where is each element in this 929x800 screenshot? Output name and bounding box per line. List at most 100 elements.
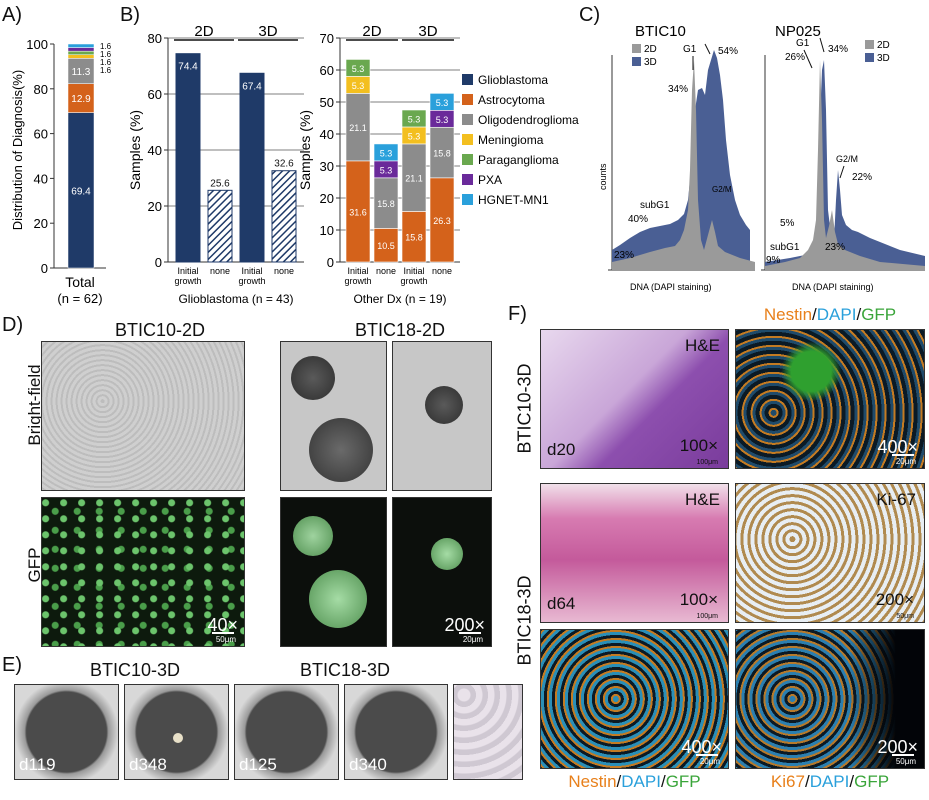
br-ylabel: Samples (%) [297,110,313,190]
c-right-legend-3d: 3D [877,53,890,64]
f-mag100-1: 100× [679,436,718,455]
bl-ytick-label: 60 [148,87,162,102]
panel-label-e: E) [2,654,22,676]
br-xtick-label: none [376,266,396,276]
br-bar-segment [345,160,371,263]
br-bar-segment [429,93,455,111]
f-mag400-1: 400× [877,437,918,457]
br-bar-label: 5.3 [352,81,365,91]
br-ytick-label: 30 [320,159,334,174]
f-mag100-2: 100× [679,590,718,609]
br-bar-label: 5.3 [408,131,421,141]
a-small-label: 1.6 [100,50,112,59]
bl-bar [271,170,297,263]
a-bar-segment [67,43,95,48]
c-left-p23: 23% [614,250,634,261]
panel-label-d: D) [2,314,24,336]
br-bar-label: 5.3 [436,98,449,108]
chart-a: 02040608010069.412.911.31.61.61.61.6Dist… [10,37,112,306]
d-title-left: BTIC10-2D [114,320,206,340]
c-left-g2m: G2/M [712,185,732,194]
d-mag-right: 200× [444,615,485,635]
br-xtick-label: none [432,266,452,276]
c-left-g1: G1 [683,44,697,55]
br-bar-segment [373,143,399,162]
br-bar-label: 15.8 [433,149,451,159]
e-dish-1: d119 [14,684,119,780]
d-mag-left: 40× [207,615,238,635]
c-right-title: NP025 [775,23,821,40]
br-ytick-label: 40 [320,127,334,142]
bl-ytick-label: 20 [148,199,162,214]
c-right-p9: 9% [766,255,781,266]
bl-group-label: 3D [258,23,277,40]
br-xtick-label: growth [344,276,371,286]
c-right-legend-3d-swatch [865,53,874,62]
br-xlabel: Other Dx (n = 19) [353,292,446,306]
f-sb20-1: 20μm [895,457,916,466]
c-left-legend-2d: 2D [644,44,657,55]
f-if-btic10: 400× 20μm [735,329,925,469]
d-btic18-brightfield-2 [392,341,492,491]
bl-ylabel: Samples (%) [127,110,143,190]
c-right-p23: 23% [825,242,845,253]
bl-xtick-label: Initial [177,266,198,276]
br-ytick-label: 50 [320,95,334,110]
f-sb50-1: 50μm [896,613,914,620]
a-category-note: (n = 62) [57,291,102,306]
legend-label: HGNET-MN1 [478,193,549,207]
a-ytick-label: 100 [26,37,48,52]
c-right-legend-2d: 2D [877,40,890,51]
a-ytick-label: 20 [34,216,48,231]
f-stain-bottom-left: Nestin/DAPI/GFP [568,772,701,791]
c-right-3d-histogram [765,60,925,270]
c-left-legend-3d: 3D [644,57,657,68]
br-bar-segment [401,143,427,212]
f-row-btic10: BTIC10-3D [514,363,535,454]
bl-bar [175,53,201,263]
br-group-label: 2D [362,23,381,40]
legend-label: PXA [478,173,502,187]
br-bar-label: 15.8 [377,199,395,209]
e-day-1: d119 [19,755,56,774]
d-btic18-gfp-1 [280,497,387,647]
a-bar-segment [67,54,95,59]
f-sb100-1: 100μm [696,459,718,466]
legend-swatch [462,114,473,125]
br-ytick-label: 20 [320,191,334,206]
br-xtick-label: Initial [347,266,368,276]
c-right-subg1: subG1 [770,242,800,253]
bl-bar [207,189,233,263]
bl-group-label: 2D [194,23,213,40]
f-mag400-2: 400× [681,737,722,757]
c-right-p34: 34% [828,44,848,55]
e-day-3: d125 [239,755,277,774]
br-group-label: 3D [418,23,437,40]
a-ytick-label: 0 [41,261,48,276]
a-ytick-label: 80 [34,82,48,97]
c-ylabel: counts [598,163,608,190]
legend-label: Astrocytoma [478,93,545,107]
f-if-btic18-nestin: 400× 20μm [540,629,729,769]
br-bar-label: 10.5 [377,241,395,251]
e-day-4: d340 [349,755,387,774]
c-left-legend-3d-swatch [632,57,641,66]
legend-label: Glioblastoma [478,73,548,87]
f-mag200-2: 200× [877,737,918,757]
legend-label: Meningioma [478,133,544,147]
f-ki67-label: Ki-67 [876,490,916,509]
e-day-2: d348 [129,755,167,774]
br-ytick-label: 60 [320,63,334,78]
f-if-btic18-ki67: 200× 50μm [735,629,925,769]
c-left-xlabel: DNA (DAPI staining) [630,282,712,292]
br-bar-segment [429,177,455,263]
d-btic18-brightfield-1 [280,341,387,491]
f-he-label-1: H&E [685,336,720,355]
f-ki67-btic18: Ki-67 200× 50μm [735,483,925,623]
c-left-p34: 34% [668,84,688,95]
panel-label-a: A) [2,4,22,26]
br-bar-label: 5.3 [408,114,421,124]
c-right-p5: 5% [780,218,795,229]
bl-xtick-label: Initial [241,266,262,276]
c-left-p40: 40% [628,214,648,225]
